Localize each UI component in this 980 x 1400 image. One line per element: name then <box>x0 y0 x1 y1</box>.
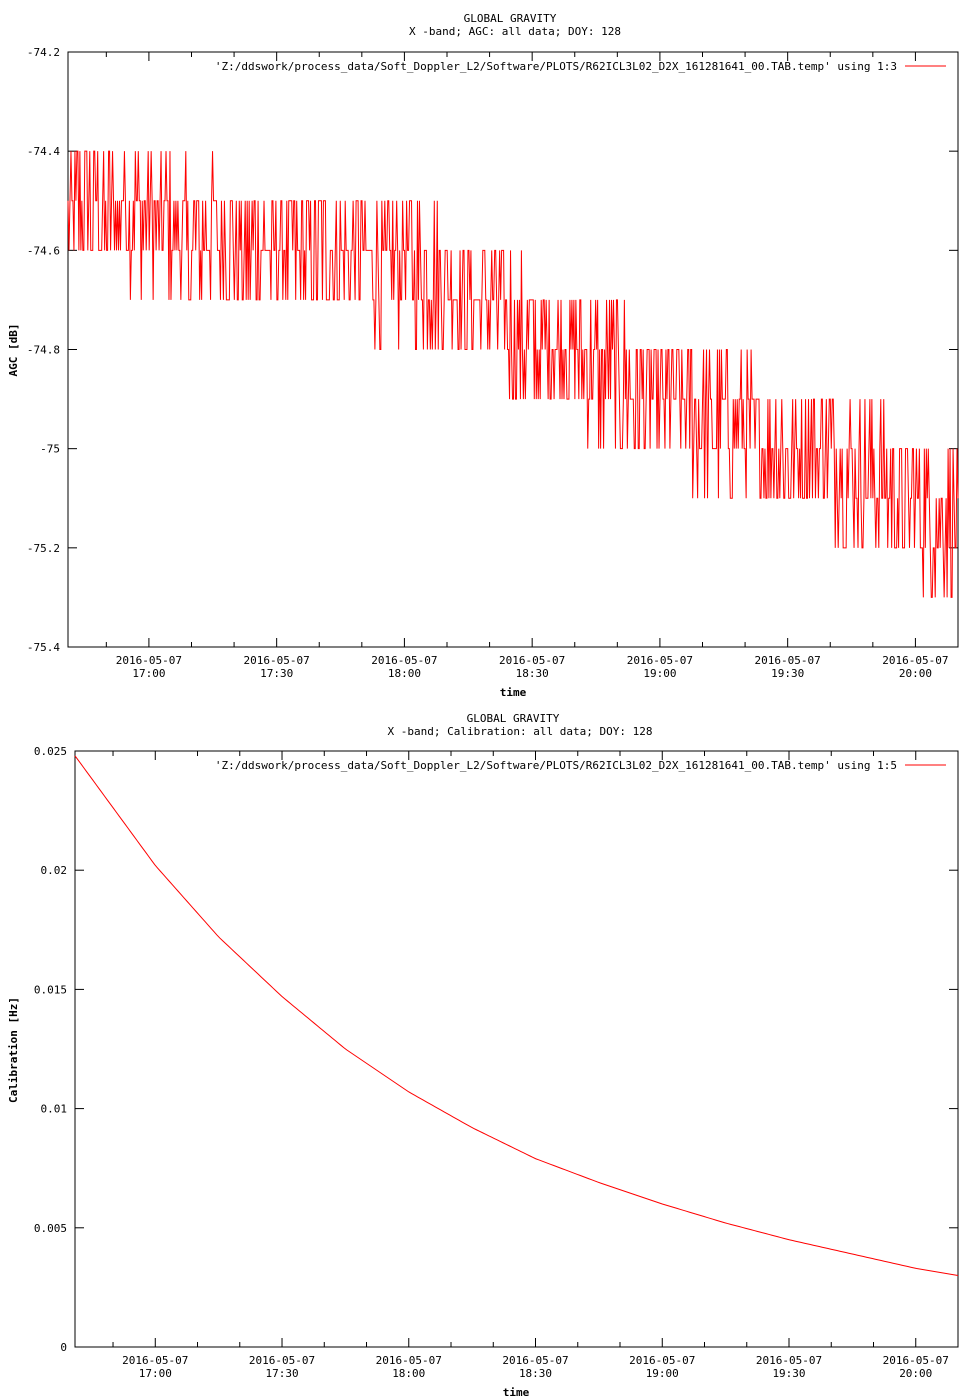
plot-frame <box>67 51 959 648</box>
y-tick-label: -75 <box>40 443 60 456</box>
x-tick-time: 20:00 <box>899 1367 932 1380</box>
plot-area: -74.2 -74.4 -74.6 -74.8 -75 -75.2 -75.4 2016-05… <box>27 46 959 680</box>
x-tick-time: 18:30 <box>519 1367 552 1380</box>
calibration-chart: GLOBAL GRAVITY X -band; Calibration: all… <box>0 700 980 1400</box>
chart-subtitle: X -band; AGC: all data; DOY: 128 <box>409 25 621 38</box>
x-tick-date: 2016-05-07 <box>116 654 182 667</box>
x-axis-label: time <box>503 1386 530 1399</box>
x-tick-time: 19:00 <box>643 667 676 680</box>
x-tick-date: 2016-05-07 <box>627 654 693 667</box>
x-tick-time: 17:30 <box>265 1367 298 1380</box>
x-tick-time: 19:30 <box>772 1367 805 1380</box>
x-tick-time: 20:00 <box>899 667 932 680</box>
legend-label: 'Z:/ddswork/process_data/Soft_Doppler_L2… <box>215 759 897 772</box>
x-tick-time: 19:00 <box>646 1367 679 1380</box>
chart-title: GLOBAL GRAVITY <box>467 712 560 725</box>
x-tick-date: 2016-05-07 <box>882 654 948 667</box>
legend-label: 'Z:/ddswork/process_data/Soft_Doppler_L2… <box>215 60 897 73</box>
y-tick-label: -74.2 <box>27 46 60 59</box>
y-tick-label: 0.025 <box>34 745 67 758</box>
x-tick-time: 17:00 <box>132 667 165 680</box>
y-axis-label: Calibration [Hz] <box>7 997 20 1103</box>
x-tick-date: 2016-05-07 <box>629 1354 695 1367</box>
x-tick-date: 2016-05-07 <box>249 1354 315 1367</box>
series-line <box>67 150 959 598</box>
x-tick-date: 2016-05-07 <box>371 654 437 667</box>
x-tick-date: 2016-05-07 <box>755 654 821 667</box>
y-tick-label: -74.4 <box>27 145 60 158</box>
y-tick-label: 0.02 <box>41 864 68 877</box>
series-line <box>74 755 959 1276</box>
x-tick-date: 2016-05-07 <box>502 1354 568 1367</box>
chart-title: GLOBAL GRAVITY <box>464 12 557 25</box>
y-axis-label: AGC [dB] <box>7 324 20 377</box>
x-tick-time: 18:00 <box>392 1367 425 1380</box>
plot-frame <box>74 750 959 1348</box>
x-tick-time: 18:30 <box>516 667 549 680</box>
x-tick-date: 2016-05-07 <box>499 654 565 667</box>
y-tick-label: -74.6 <box>27 244 60 257</box>
y-tick-label: 0.015 <box>34 983 67 996</box>
agc-chart: GLOBAL GRAVITY X -band; AGC: all data; D… <box>7 12 959 699</box>
x-tick-date: 2016-05-07 <box>122 1354 188 1367</box>
x-tick-time: 18:00 <box>388 667 421 680</box>
y-tick-label: -75.4 <box>27 641 60 654</box>
plot-area: 0.0250.020.0150.010.00502016-05-0717:002… <box>34 745 959 1380</box>
agc-chart-svg: GLOBAL GRAVITY X -band; AGC: all data; D… <box>7 12 959 699</box>
calibration-chart-svg: GLOBAL GRAVITY X -band; Calibration: all… <box>7 712 959 1399</box>
x-tick-date: 2016-05-07 <box>244 654 310 667</box>
x-tick-date: 2016-05-07 <box>756 1354 822 1367</box>
x-tick-time: 17:30 <box>260 667 293 680</box>
y-tick-label: -74.8 <box>27 344 60 357</box>
x-tick-time: 17:00 <box>139 1367 172 1380</box>
x-tick-date: 2016-05-07 <box>883 1354 949 1367</box>
x-axis-label: time <box>500 686 527 699</box>
x-tick-date: 2016-05-07 <box>376 1354 442 1367</box>
y-tick-label: 0 <box>60 1341 67 1354</box>
x-tick-time: 19:30 <box>771 667 804 680</box>
y-tick-label: 0.005 <box>34 1222 67 1235</box>
y-tick-label: -75.2 <box>27 542 60 555</box>
chart-subtitle: X -band; Calibration: all data; DOY: 128 <box>388 725 653 738</box>
y-tick-label: 0.01 <box>41 1103 68 1116</box>
